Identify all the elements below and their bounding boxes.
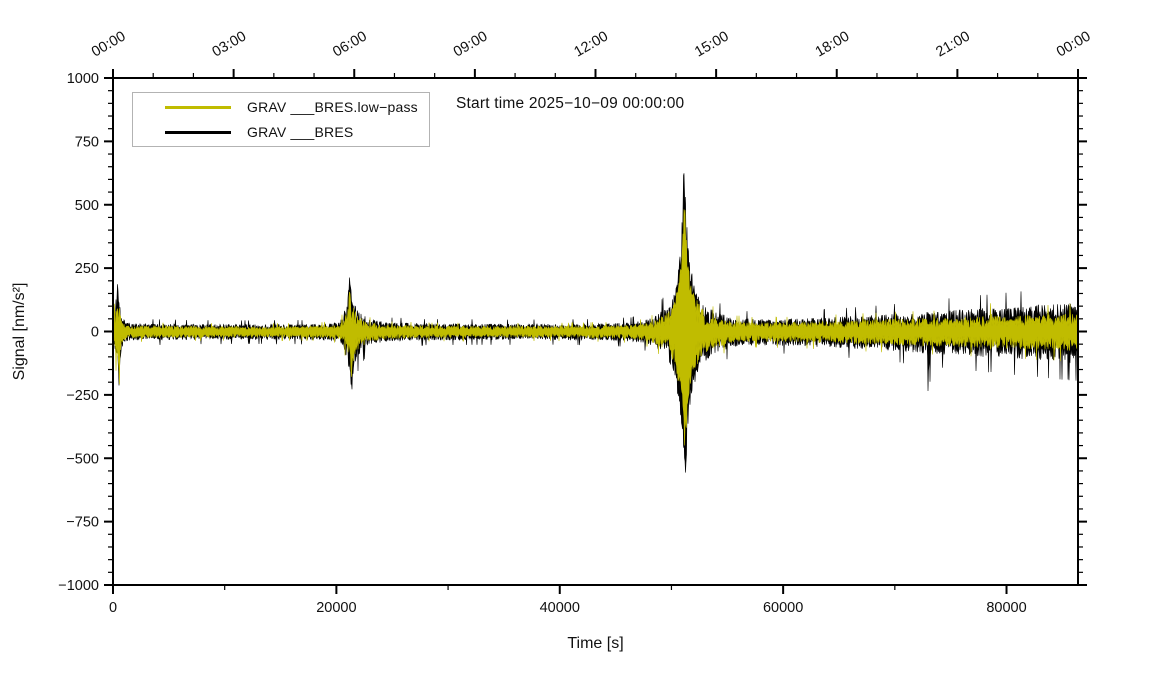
x-tick-label: 20000 bbox=[316, 600, 356, 616]
x-top-tick-label: 00:00 bbox=[89, 28, 128, 60]
y-tick-label: 250 bbox=[75, 261, 99, 277]
legend-line-lowpass-icon bbox=[165, 105, 231, 109]
legend-label-raw: GRAV ___BRES bbox=[247, 124, 354, 140]
x-top-tick-label: 21:00 bbox=[933, 28, 972, 60]
x-tick-label: 80000 bbox=[986, 600, 1026, 616]
legend-line-raw-icon bbox=[165, 130, 231, 134]
y-tick-label: −1000 bbox=[58, 578, 99, 594]
x-top-tick-label: 00:00 bbox=[1054, 28, 1093, 60]
x-tick-label: 0 bbox=[109, 600, 117, 616]
y-tick-label: 500 bbox=[75, 198, 99, 214]
y-axis-label: Signal [nm/s²] bbox=[11, 283, 28, 381]
chart-title: Start time 2025−10−09 00:00:00 bbox=[456, 95, 685, 112]
legend-item-raw: GRAV ___BRES bbox=[133, 122, 429, 142]
x-top-tick-label: 06:00 bbox=[330, 28, 369, 60]
x-axis-label: Time [s] bbox=[567, 635, 623, 652]
x-tick-label: 40000 bbox=[540, 600, 580, 616]
x-top-tick-label: 09:00 bbox=[451, 28, 490, 60]
waveform-lowpass bbox=[113, 209, 1078, 446]
legend: GRAV ___BRES.low−pass GRAV ___BRES bbox=[132, 92, 430, 147]
y-tick-label: 750 bbox=[75, 134, 99, 150]
legend-item-lowpass: GRAV ___BRES.low−pass bbox=[133, 97, 429, 117]
y-tick-label: −500 bbox=[66, 451, 99, 467]
x-top-tick-label: 15:00 bbox=[692, 28, 731, 60]
x-top-tick-label: 12:00 bbox=[572, 28, 611, 60]
legend-label-lowpass: GRAV ___BRES.low−pass bbox=[247, 99, 418, 115]
y-tick-label: 1000 bbox=[67, 71, 99, 87]
y-tick-label: −750 bbox=[66, 515, 99, 531]
x-top-tick-label: 03:00 bbox=[210, 28, 249, 60]
y-tick-label: 0 bbox=[91, 325, 99, 341]
y-tick-label: −250 bbox=[66, 388, 99, 404]
x-top-tick-label: 18:00 bbox=[813, 28, 852, 60]
x-tick-label: 60000 bbox=[763, 600, 803, 616]
